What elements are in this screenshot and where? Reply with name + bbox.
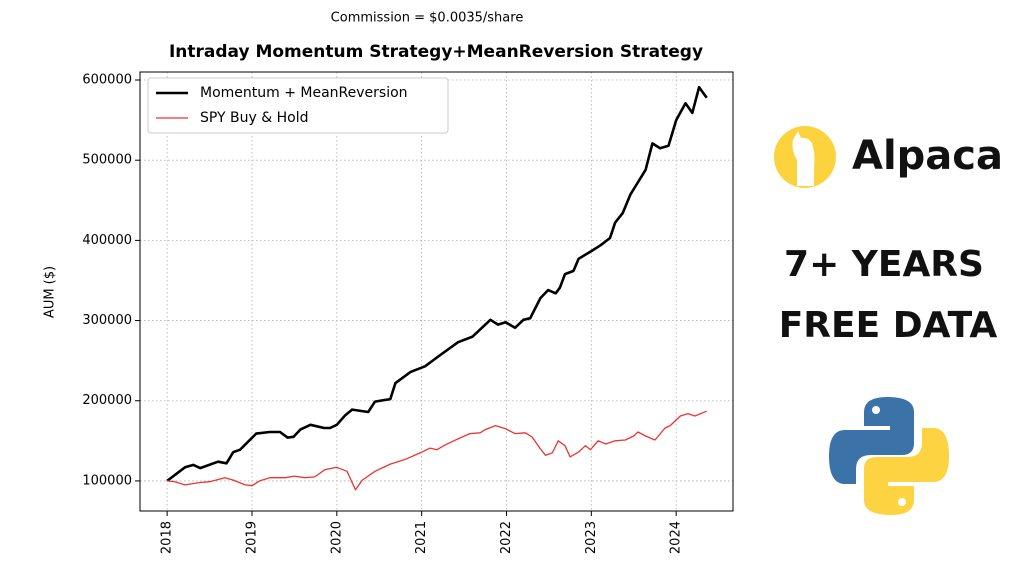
x-tick-label: 2022 — [499, 521, 514, 554]
data-line — [166, 85, 708, 482]
x-tick-label: 2021 — [414, 521, 429, 554]
x-tick-label: 2024 — [669, 521, 684, 554]
data-line — [167, 410, 707, 491]
subtitle: Commission = $0.0035/share — [331, 11, 524, 26]
y-tick-label: 400000 — [82, 233, 132, 248]
brand-name: Alpaca — [852, 133, 1003, 179]
x-tick-label: 2018 — [160, 521, 175, 554]
x-tick-label: 2019 — [244, 521, 259, 554]
alpaca-logo — [774, 126, 836, 188]
legend-box — [147, 77, 449, 134]
headline-line: 7+ YEARS — [784, 244, 984, 285]
y-tick-label: 500000 — [82, 153, 132, 168]
y-tick-label: 600000 — [82, 73, 132, 88]
legend-label: SPY Buy & Hold — [200, 110, 308, 126]
y-tick-label: 100000 — [82, 473, 132, 488]
python-logo — [829, 397, 949, 515]
x-tick-label: 2023 — [584, 521, 599, 554]
y-tick-label: 300000 — [82, 313, 132, 328]
chart-title: Intraday Momentum Strategy+MeanReversion… — [169, 42, 703, 62]
x-tick-label: 2020 — [329, 521, 344, 554]
headline-line: FREE DATA — [779, 305, 998, 346]
plot-frame — [139, 71, 734, 512]
y-tick-label: 200000 — [82, 393, 132, 408]
y-axis-label: AUM ($) — [43, 266, 58, 318]
legend-label: Momentum + MeanReversion — [200, 85, 408, 101]
